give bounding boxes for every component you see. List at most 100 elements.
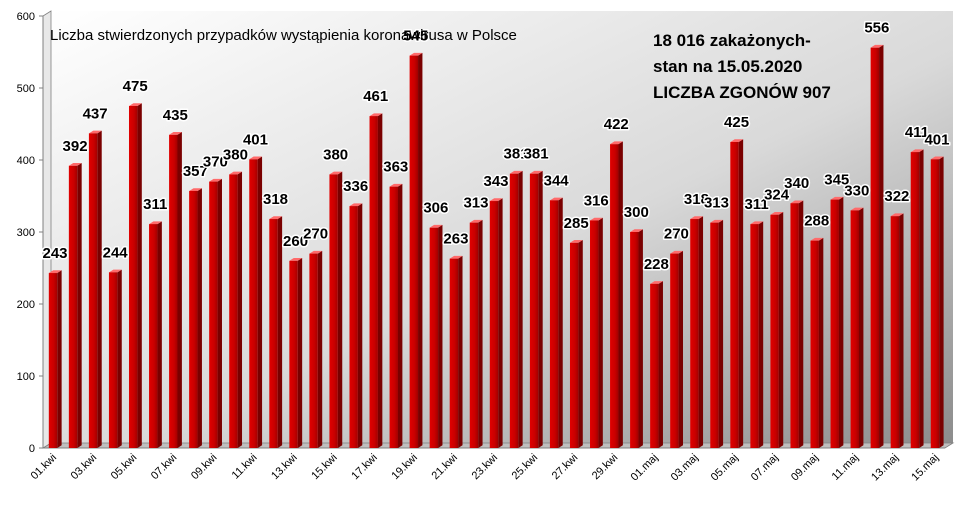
data-label: 306 [423,200,448,217]
bar-side [237,171,243,448]
bar-side [77,163,82,448]
bar-front [449,258,459,448]
bar-side [97,130,102,449]
bar-side [57,270,62,448]
bar-front [590,220,599,448]
bar [569,240,583,448]
bar-front [730,142,739,448]
bar-side [598,217,603,448]
bar [469,219,483,448]
bar [289,258,303,448]
data-label: 363 [383,159,408,176]
bar-side [377,113,383,448]
bar-front [770,214,779,448]
bar-top [449,255,463,259]
bar-top [910,149,924,153]
bar-front [690,219,699,448]
bar [88,130,102,449]
bar [209,178,222,448]
bar-side [919,149,924,448]
data-label: 344 [544,172,570,189]
data-label: 357 [183,163,208,180]
bar-top [569,240,583,243]
bar [630,229,643,448]
bar-side [758,221,764,448]
bar [690,216,704,448]
x-tick-label: 03.kwi [69,452,100,483]
bar-top [68,163,82,166]
bar-side [317,250,323,448]
data-label: 316 [584,192,609,209]
bar [509,170,523,448]
bar [590,217,603,448]
x-tick-label: 07.maj [749,452,781,484]
bar [229,171,243,448]
data-label: 313 [704,195,729,212]
bar-top [269,216,283,220]
bar [489,198,503,448]
bar-front [529,173,539,448]
bar-top [790,200,804,204]
data-label: 260 [283,233,308,250]
bar-front [369,116,378,448]
bar [48,270,62,448]
bar [149,221,162,448]
data-label: 244 [103,244,129,261]
bar [309,250,323,448]
annotation-date: stan na 15.05.2020 [653,57,802,76]
bar-top [549,197,563,201]
bar-top [309,250,323,254]
data-label: 285 [564,215,589,232]
bar-front [68,165,78,448]
bar [910,149,924,448]
bar-front [670,253,679,448]
bar [389,183,403,448]
bar-side [778,211,784,448]
data-label: 345 [824,172,849,189]
x-tick-label: 25.kwi [510,452,541,483]
data-label: 343 [483,173,508,190]
bar-top [429,224,443,228]
bar [670,250,684,448]
bar-side [658,281,663,448]
data-labels-group: 2433924372444753114353573703804013182602… [41,18,951,274]
bar-top [48,270,62,274]
bar-side [257,156,263,448]
bar-front [890,216,900,448]
bar-top [509,170,523,174]
bar-top [650,281,663,284]
bar-side [277,216,283,448]
data-label: 401 [924,131,949,148]
bar-top [369,113,383,117]
bars-group [48,44,944,449]
bar-side [698,216,704,448]
bar-side [558,197,563,448]
bar-top [409,52,423,56]
data-label: 311 [143,196,167,213]
data-label: 336 [343,178,368,195]
bar-front [169,134,178,449]
bar-front [48,273,58,448]
data-label: 330 [844,182,869,199]
bar-side [337,171,343,448]
bar [249,156,263,448]
bar [128,103,142,448]
bar-side [939,156,944,448]
data-label: 270 [303,226,328,243]
bar [68,163,82,448]
bar [810,237,824,448]
bar-top [349,203,363,207]
data-label: 380 [223,146,248,163]
data-label: 411 [905,124,929,141]
bar-top [149,221,162,225]
y-tick-label: 600 [17,11,35,23]
bar-top [830,196,844,200]
bar-front [469,222,479,448]
bar-top [610,141,623,145]
bar [169,132,182,449]
bar-front [569,242,579,448]
bar-side [177,132,182,449]
bar [189,188,202,448]
data-label: 270 [664,226,689,243]
bar-side [798,200,804,448]
